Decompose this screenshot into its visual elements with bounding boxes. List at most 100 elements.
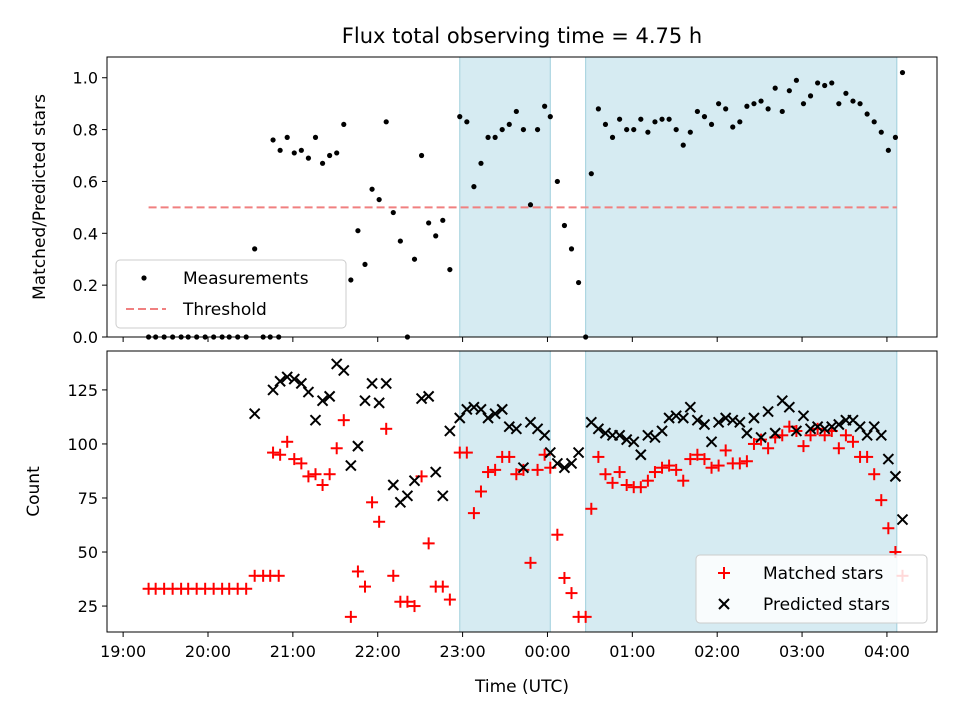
x-tick-label-1: 20:00	[185, 642, 231, 661]
data-point-0-84	[744, 103, 750, 109]
data-point-0-106	[899, 69, 906, 76]
data-point-0-47	[482, 466, 495, 479]
data-point-0-26	[334, 150, 340, 156]
legend-swatch-1	[718, 598, 730, 610]
data-point-1-20	[401, 490, 414, 502]
data-point-0-48	[492, 134, 498, 140]
data-point-0-79	[705, 461, 718, 474]
data-point-0-55	[542, 103, 548, 109]
axes-frame	[106, 350, 938, 633]
data-point-0-38	[415, 470, 428, 483]
data-point-1-47	[599, 427, 612, 439]
data-point-0-102	[868, 468, 881, 481]
data-point-0-47	[485, 134, 491, 140]
data-point-0-85	[751, 101, 757, 107]
data-point-0-71	[648, 466, 661, 479]
data-point-0-101	[864, 111, 870, 117]
data-point-1-87	[882, 453, 895, 465]
data-point-0-37	[411, 256, 418, 262]
y-tick-label-2: 75	[78, 489, 98, 508]
data-point-0-103	[875, 494, 888, 507]
data-point-0-52	[520, 126, 527, 133]
data-point-1-57	[670, 410, 682, 422]
data-point-0-42	[443, 593, 456, 606]
data-point-0-48	[489, 463, 502, 476]
data-point-1-86	[875, 429, 887, 442]
data-point-0-96	[829, 80, 835, 86]
data-point-0-53	[524, 556, 537, 569]
data-point-0-27	[337, 414, 350, 427]
data-point-0-91	[793, 77, 800, 83]
data-point-0-78	[701, 114, 708, 120]
y-tick-label-4: 125	[67, 381, 98, 400]
data-point-0-94	[815, 80, 821, 86]
data-point-1-68	[748, 412, 760, 424]
data-point-0-13	[252, 246, 258, 252]
data-point-0-50	[506, 121, 512, 128]
data-point-1-13	[352, 440, 364, 452]
data-point-0-41	[436, 580, 449, 593]
data-point-0-64	[602, 121, 609, 128]
data-point-0-28	[344, 610, 357, 623]
data-point-1-76	[804, 423, 817, 435]
data-point-0-62	[585, 502, 598, 515]
y-tick-label-1: 0.2	[73, 276, 98, 295]
axes-frame	[106, 56, 938, 338]
y-tick-label-5: 1.0	[73, 69, 98, 88]
data-point-0-40	[433, 233, 439, 239]
y-tick-label-4: 0.8	[73, 121, 98, 140]
data-point-1-8	[316, 395, 329, 407]
data-point-0-70	[641, 474, 654, 487]
bottom-panel: 25 50 75 100 125 19:00 20:00 21:00 22:00 23:00 00:…	[24, 350, 938, 661]
data-point-0-41	[440, 217, 446, 223]
data-point-0-36	[401, 595, 414, 608]
data-point-0-16	[272, 569, 285, 582]
data-point-0-69	[638, 116, 644, 122]
data-point-0-25	[327, 152, 333, 159]
data-point-0-76	[684, 453, 697, 466]
data-point-0-51	[510, 468, 523, 481]
data-point-0-22	[302, 470, 315, 483]
data-point-0-21	[295, 457, 308, 470]
data-point-1-49	[613, 429, 626, 442]
data-point-0-63	[595, 106, 601, 112]
data-point-1-73	[783, 401, 796, 413]
data-point-1-83	[854, 420, 866, 433]
data-point-1-31	[482, 412, 494, 424]
data-point-0-46	[474, 485, 487, 498]
data-point-0-93	[807, 93, 814, 99]
data-point-0-58	[561, 222, 568, 229]
data-point-1-85	[868, 420, 880, 433]
data-point-0-66	[613, 466, 626, 479]
x-tick-label-6: 01:00	[609, 642, 655, 661]
data-point-0-58	[558, 571, 571, 584]
data-point-0-29	[355, 228, 361, 234]
data-point-0-59	[568, 246, 575, 252]
data-point-1-26	[444, 425, 456, 437]
data-point-0-94	[811, 422, 824, 435]
legend-swatch-0	[141, 275, 147, 281]
data-point-0-27	[341, 121, 347, 128]
data-point-1-39	[538, 429, 551, 442]
data-point-0-102	[871, 119, 877, 125]
y-axis-label: Matched/Predicted stars	[30, 94, 50, 300]
data-point-0-97	[832, 442, 845, 455]
data-point-1-22	[415, 392, 428, 405]
x-tick-label-3: 22:00	[355, 642, 401, 661]
data-point-0-29	[351, 565, 364, 578]
data-point-0-89	[779, 108, 785, 115]
data-point-1-33	[496, 403, 508, 416]
data-point-0-103	[878, 129, 884, 135]
data-point-0-18	[274, 448, 287, 461]
data-point-1-51	[628, 436, 640, 448]
data-point-0-88	[772, 85, 778, 91]
data-point-0-57	[551, 528, 564, 541]
data-point-0-31	[366, 496, 379, 509]
data-point-1-4	[288, 373, 300, 385]
data-point-1-64	[719, 412, 732, 424]
data-point-0-67	[624, 126, 630, 133]
top-panel: 0.0 0.2 0.4 0.6 0.8 1.0 Matched/Predicted star…	[30, 56, 938, 347]
data-point-0-26	[330, 442, 343, 455]
data-point-1-80	[833, 418, 845, 431]
